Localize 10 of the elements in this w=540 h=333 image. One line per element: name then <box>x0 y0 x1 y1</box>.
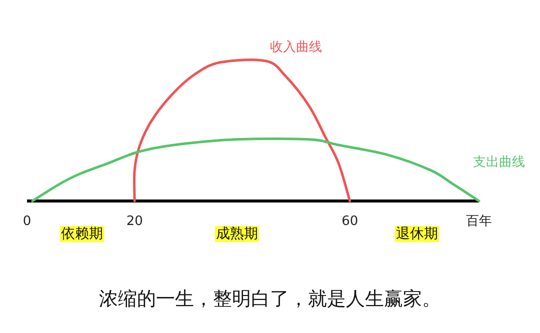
x-tick-label: 60 <box>342 214 358 229</box>
series-label: 收入曲线 <box>270 40 322 55</box>
series-label: 支出曲线 <box>473 155 525 170</box>
text: 成熟期 <box>216 226 258 242</box>
text: 退休期 <box>396 226 438 242</box>
text: 浓缩的一生，整明白了，就是人生赢家。 <box>99 288 441 310</box>
x-tick-label: 20 <box>126 214 143 229</box>
x-tick-label: 百年 <box>466 214 492 229</box>
x-tick-label: 0 <box>22 214 32 229</box>
text: 依赖期 <box>61 226 103 242</box>
